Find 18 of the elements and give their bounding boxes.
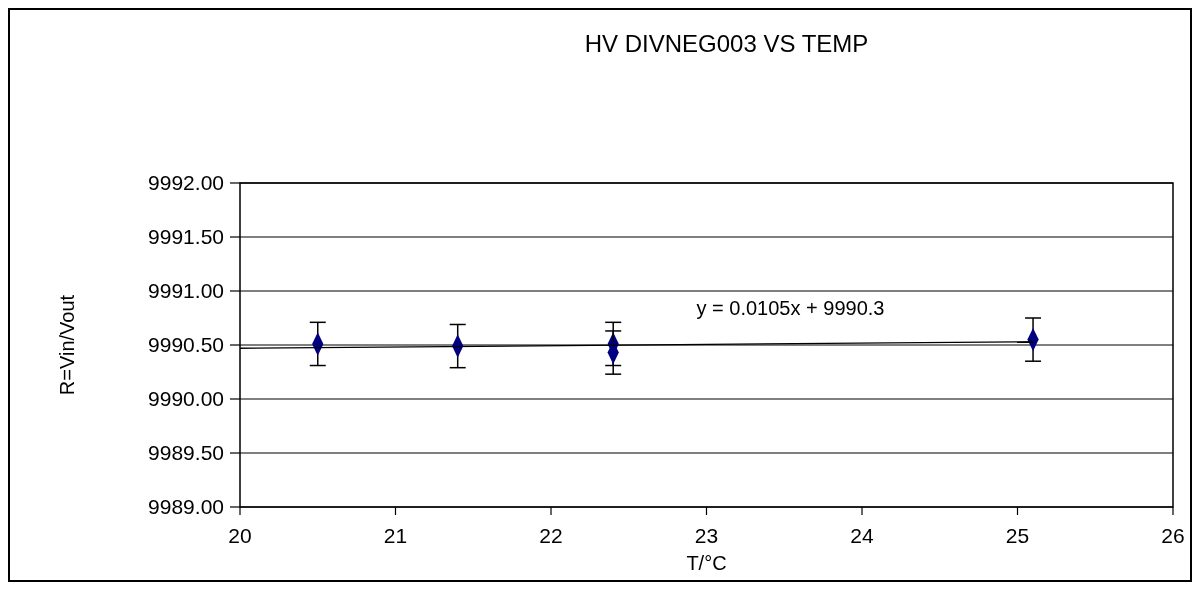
y-tick-label: 9990.00 — [148, 387, 224, 411]
x-axis-title: T/°C — [686, 552, 727, 574]
chart-title: HV DIVNEG003 VS TEMP — [584, 30, 869, 57]
x-tick-label: 25 — [1005, 524, 1030, 547]
x-tick-label: 24 — [850, 524, 874, 547]
x-tick-label: 26 — [1161, 524, 1185, 547]
y-axis-title: R=Vin/Vout — [56, 294, 78, 396]
y-tick-label: 9991.50 — [148, 225, 224, 249]
annotation: y = 0.0105x + 9990.3 — [696, 297, 885, 319]
y-tick-label: 9989.00 — [148, 495, 224, 519]
y-tick-label: 9989.50 — [148, 441, 224, 465]
y-tick-label: 9992.00 — [148, 171, 224, 195]
y-tick-label: 9990.50 — [148, 333, 224, 357]
x-tick-label: 20 — [228, 524, 252, 547]
y-tick-label: 9991.00 — [148, 279, 224, 303]
x-tick-label: 23 — [694, 524, 719, 547]
x-tick-label: 21 — [383, 524, 408, 547]
x-tick-label: 22 — [539, 524, 563, 547]
